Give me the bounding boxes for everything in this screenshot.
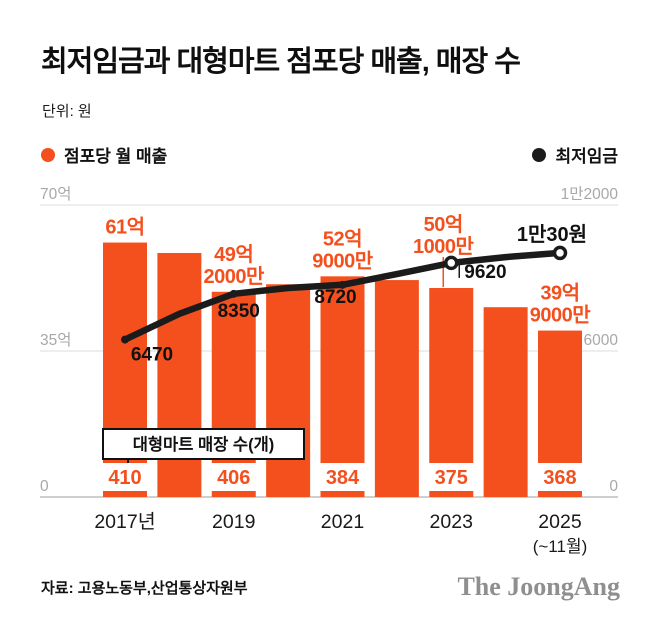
marker-2025	[552, 245, 568, 261]
legend-label-minwage: 최저임금	[555, 147, 618, 166]
marker-2019	[229, 289, 238, 298]
bar-2019	[211, 291, 256, 497]
bar-label-2017: 61억	[105, 216, 144, 239]
marker-2023	[444, 255, 459, 271]
legend-label-sales: 점포당 월 매출	[64, 147, 168, 166]
x-tick-2025: 2025	[538, 511, 582, 533]
right-axis-tick: 0	[609, 478, 618, 495]
minwage-label-2021: 8720	[314, 287, 356, 308]
minwage-label-2023: 9620	[464, 262, 506, 283]
bar-label-2025: 9000만	[530, 304, 591, 327]
bar-label-2021: 9000만	[312, 249, 373, 272]
store-count-box-2021	[319, 463, 366, 491]
bar-2023	[429, 288, 474, 497]
store-count-note-label: 대형마트 매장 수(개)	[133, 434, 275, 454]
store-count-2023: 375	[435, 467, 468, 489]
store-count-note-box	[102, 428, 305, 460]
store-count-box-2017	[102, 463, 148, 491]
store-count-2019: 406	[217, 467, 250, 489]
marker-2021	[338, 280, 347, 289]
left-axis-tick: 35억	[40, 331, 72, 349]
bar-2021	[320, 276, 365, 497]
store-count-2025: 368	[543, 467, 576, 489]
unit-label: 단위: 원	[42, 103, 92, 120]
legend-item-minwage: 최저임금	[532, 142, 618, 167]
bar-label-2019: 49억	[214, 243, 253, 266]
x-sub-label: (~11월)	[533, 537, 588, 556]
bar-label-2023: 50억	[424, 213, 463, 236]
bar-2022	[374, 280, 419, 497]
legend: 점포당 월 매출 최저임금	[41, 142, 618, 167]
bar-label-2025: 39억	[540, 282, 579, 305]
source-label: 자료: 고용노동부,산업통상자원부	[41, 579, 248, 597]
x-tick-2021: 2021	[321, 511, 364, 533]
left-axis-tick: 70억	[40, 185, 72, 203]
minwage-label-2019: 8350	[218, 301, 260, 322]
joongang-logo: The JoongAng	[457, 572, 620, 601]
minwage-dot-icon	[532, 147, 547, 162]
bar-2018	[157, 252, 202, 497]
bar-2020	[266, 284, 311, 497]
x-tick-2019: 2019	[212, 511, 255, 533]
store-count-2017: 410	[108, 467, 141, 489]
bar-2024	[483, 307, 528, 497]
x-tick-2017: 2017년	[94, 511, 155, 533]
bar-label-2021: 52억	[323, 227, 362, 250]
marker-2017	[121, 335, 129, 344]
sales-dot-icon	[41, 147, 55, 162]
chart-title: 최저임금과 대형마트 점포당 매출, 매장 수	[41, 46, 521, 78]
store-count-box-2025	[537, 463, 583, 491]
right-axis-tick: 1만2000	[561, 185, 619, 203]
minwage-label-2017: 6470	[131, 345, 173, 366]
store-count-box-2023	[428, 463, 475, 491]
bar-label-2023: 1000만	[413, 235, 474, 258]
right-axis-tick: 6000	[584, 332, 619, 349]
minwage-label-2025: 1만30원	[517, 223, 587, 246]
bar-label-2019: 2000만	[204, 265, 265, 288]
left-axis-tick: 0	[40, 478, 49, 495]
legend-item-sales: 점포당 월 매출	[41, 142, 167, 167]
footer: 자료: 고용노동부,산업통상자원부 The JoongAng	[41, 570, 620, 604]
store-count-box-2019	[210, 463, 257, 491]
store-count-2021: 384	[326, 467, 360, 489]
x-tick-2023: 2023	[430, 511, 473, 533]
